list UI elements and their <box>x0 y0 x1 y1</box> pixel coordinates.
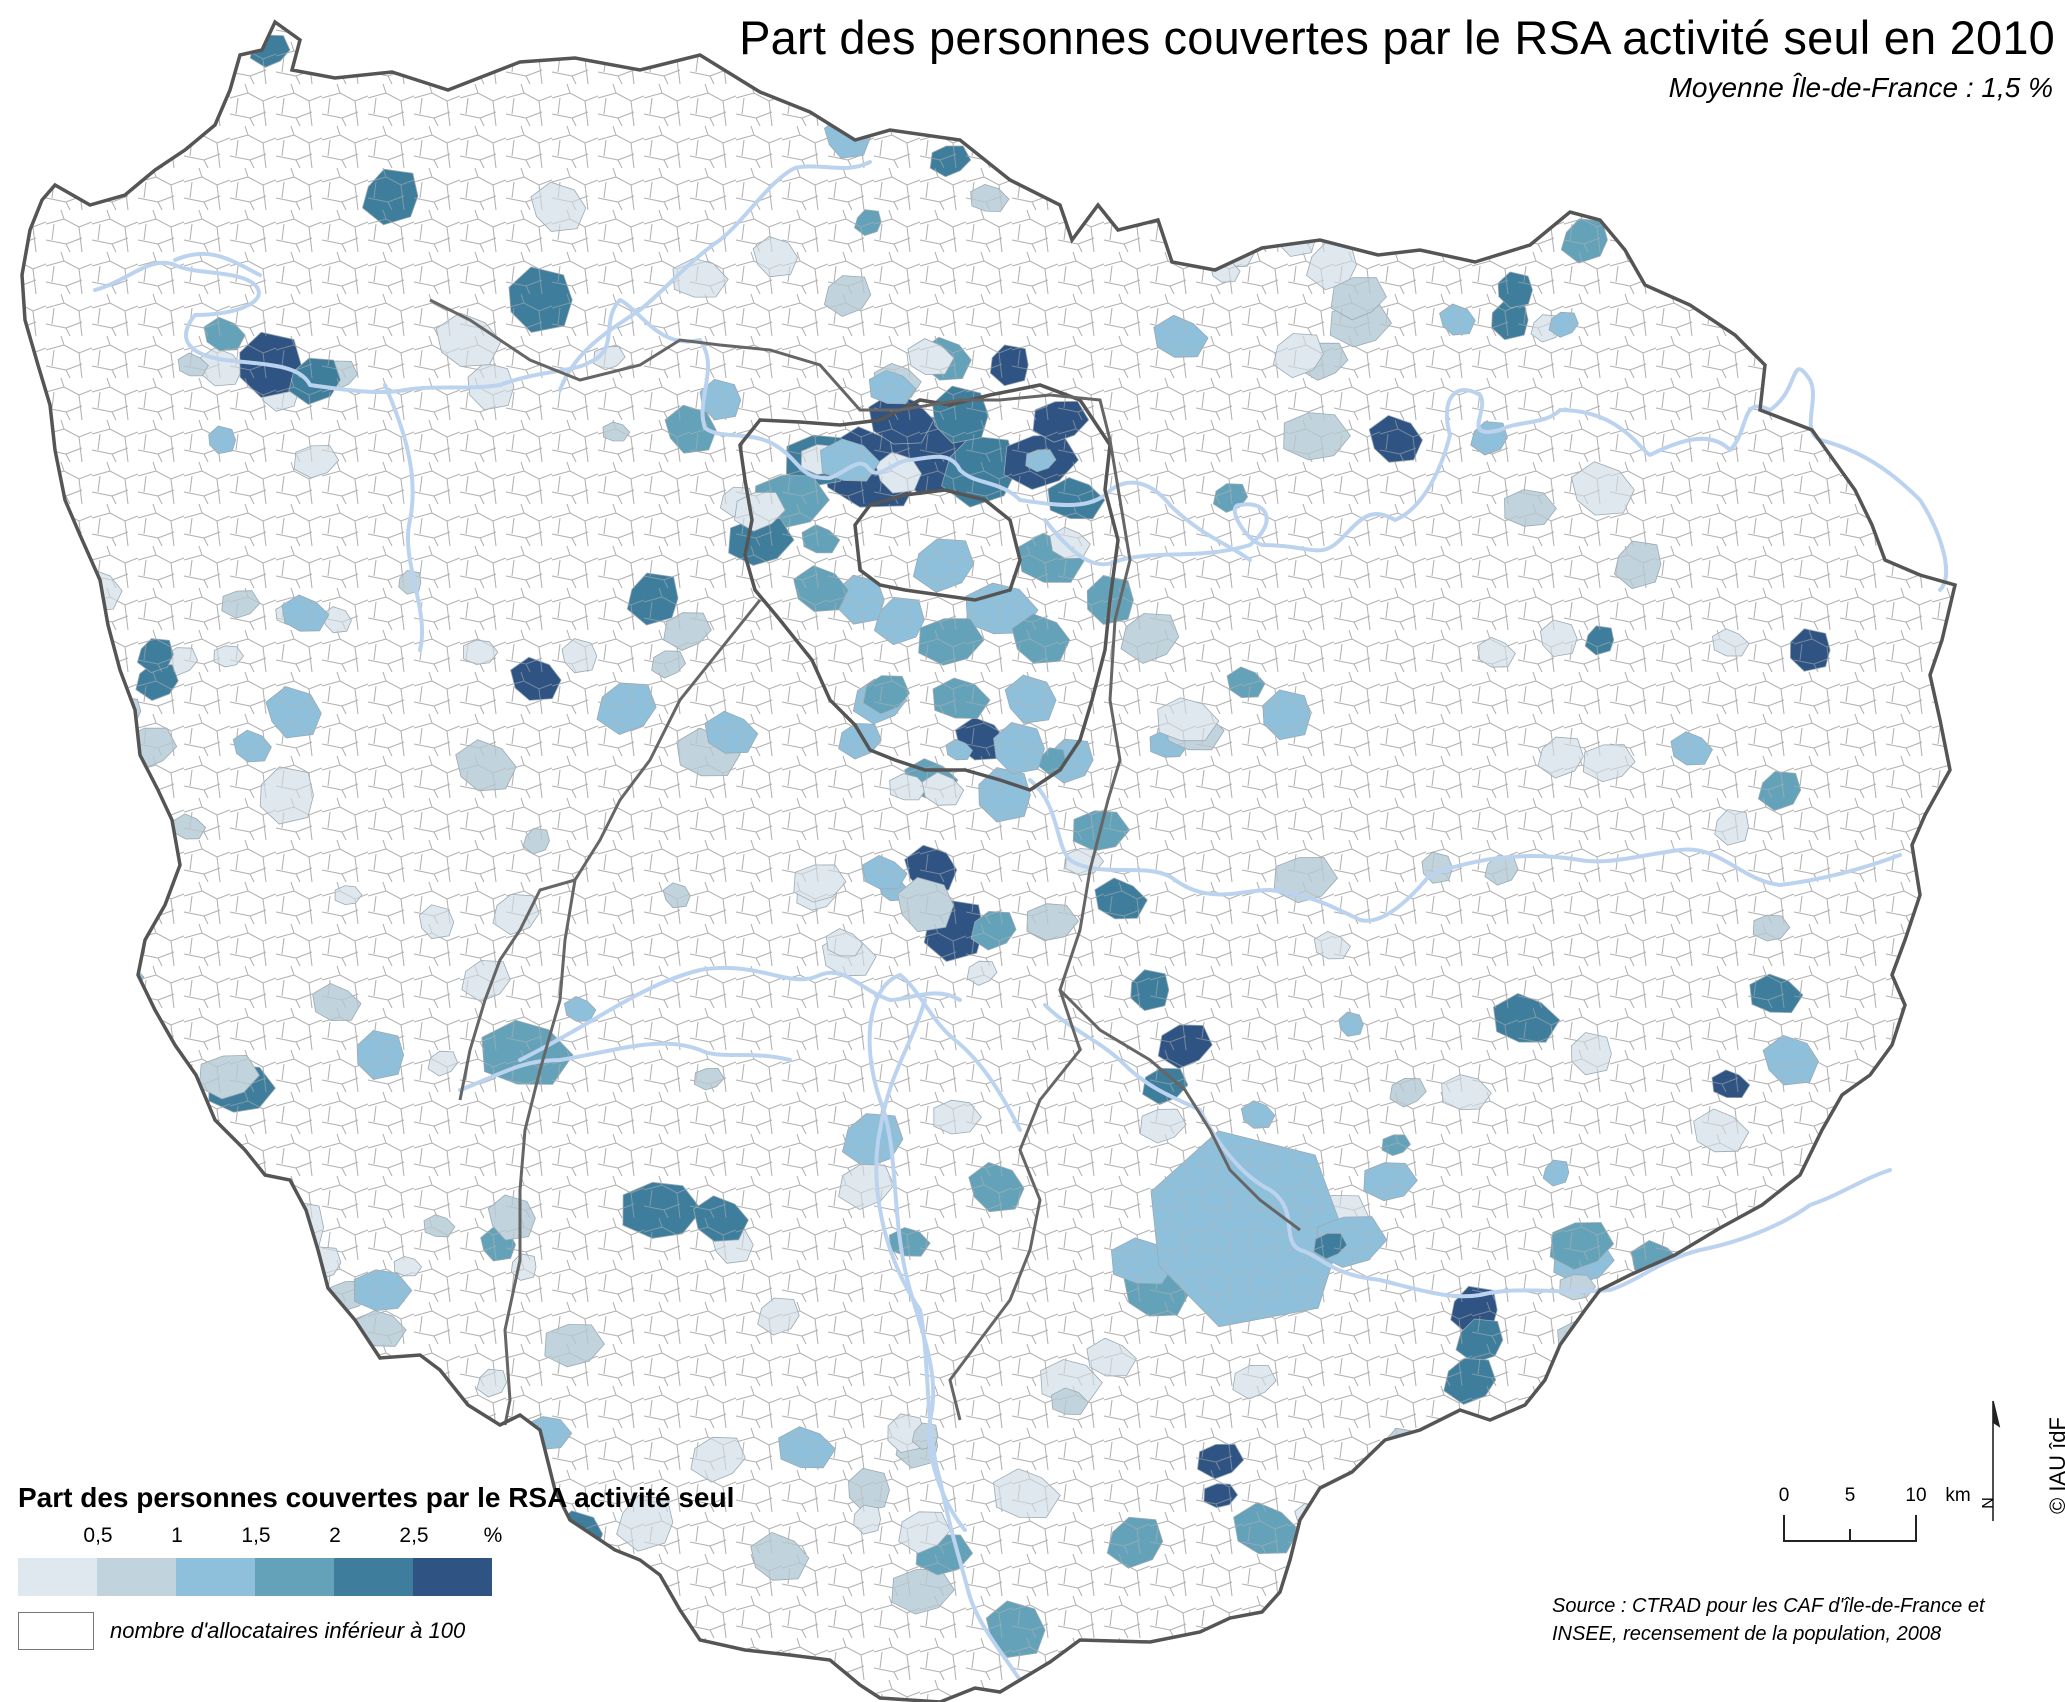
copyright-credit: © IAU îdF <box>2045 1417 2065 1514</box>
legend-tick-label: 1,5 <box>241 1524 271 1547</box>
legend-swatch-1 <box>97 1558 176 1596</box>
legend-tick-label: 2,5 <box>399 1524 429 1547</box>
commune-polygon-highlight <box>1449 1435 1492 1467</box>
river-epte <box>173 251 262 277</box>
river-oise <box>558 160 872 392</box>
petite-couronne-outline <box>738 383 1120 792</box>
commune-polygon <box>284 1342 340 1384</box>
scale-label-5: 5 <box>1844 1485 1856 1506</box>
north-arrow-icon <box>1992 1400 2001 1521</box>
legend-swatch-5 <box>413 1558 492 1596</box>
legend-swatch-4 <box>334 1558 413 1596</box>
legend-tick-label: 0,5 <box>83 1524 113 1547</box>
commune-polygon <box>97 1031 128 1060</box>
commune-polygon <box>1462 203 1507 237</box>
legend-no-data-label: nombre d'allocataires inférieur à 100 <box>110 1618 466 1643</box>
north-arrow: N <box>1975 1396 2011 1531</box>
river-seine-upstream <box>1028 778 1902 923</box>
commune-polygon <box>41 975 102 1018</box>
legend-tick-labels: 0,5 1 1,5 2 2,5 % <box>18 1524 518 1554</box>
river-seine-downstream <box>93 260 1252 562</box>
region-outline <box>20 19 1958 1702</box>
rivers-layer <box>93 160 1949 1682</box>
north-label: N <box>1979 1497 1997 1509</box>
commune-polygon <box>204 1223 260 1272</box>
commune-polygon <box>38 842 82 881</box>
legend-title: Part des personnes couvertes par le RSA … <box>18 1482 735 1513</box>
commune-polygon <box>88 953 145 998</box>
department-borders <box>429 298 1301 1426</box>
commune-polygon <box>151 1229 199 1263</box>
legend: Part des personnes couvertes par le RSA … <box>18 1482 734 1650</box>
scale-label-0: 0 <box>1778 1485 1790 1506</box>
source-line-1: Source : CTRAD pour les CAF d'île-de-Fra… <box>1552 1595 1985 1617</box>
scale-labels: 0 5 10 km <box>1778 1485 1988 1511</box>
scale-ruler <box>1783 1515 1917 1542</box>
legend-swatch-2 <box>176 1558 255 1596</box>
legend-tick-label: 1 <box>171 1524 183 1547</box>
commune-polygon-highlight <box>1392 1532 1472 1590</box>
river-seine-south <box>1043 1003 1892 1299</box>
commune-polygon <box>265 1301 325 1354</box>
commune-polygon <box>219 1275 274 1333</box>
commune-polygon <box>35 780 84 831</box>
source-line-2: INSEE, recensement de la population, 200… <box>1552 1623 1942 1645</box>
commune-polygon <box>1154 110 1188 142</box>
paris-border <box>853 488 1022 602</box>
legend-swatch-0 <box>18 1558 97 1596</box>
river-orge <box>518 965 962 1062</box>
legend-no-data-swatch <box>18 1612 94 1650</box>
department-border-hauts-de-seine-north <box>738 383 1120 792</box>
river-mauldre <box>383 383 425 652</box>
legend-color-ramp <box>18 1558 734 1596</box>
legend-swatch-3 <box>255 1558 334 1596</box>
scale-unit: km <box>1945 1485 1971 1506</box>
river-marne <box>1043 367 1949 592</box>
source-note: Source : CTRAD pour les CAF d'île-de-Fra… <box>1552 1592 1985 1648</box>
scale-label-10: 10 <box>1905 1485 1927 1506</box>
river-yvette <box>458 1041 792 1092</box>
map-subtitle: Moyenne Île-de-France : 1,5 % <box>1668 72 2053 103</box>
commune-polygon <box>1437 1421 1491 1463</box>
commune-polygon <box>486 1448 533 1482</box>
map-title: Part des personnes couvertes par le RSA … <box>739 11 2055 64</box>
commune-polygon <box>50 644 98 688</box>
legend-no-data: nombre d'allocataires inférieur à 100 <box>18 1612 734 1650</box>
commune-polygon <box>93 859 139 892</box>
commune-polygon <box>1341 125 1394 181</box>
river-juine <box>874 998 1022 1682</box>
scale-bar: 0 5 10 km <box>1778 1485 1988 1550</box>
legend-tick-label: 2 <box>329 1524 341 1547</box>
legend-unit-label: % <box>483 1524 503 1547</box>
